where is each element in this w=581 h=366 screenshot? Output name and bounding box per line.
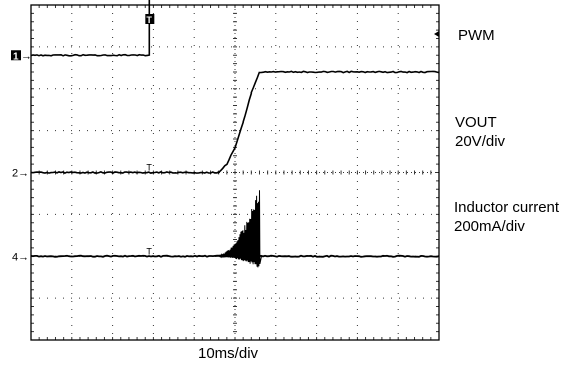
pwm-label: PWM (458, 26, 495, 45)
trigger-marker-text: T (146, 15, 152, 25)
time-per-div-label: 10ms/div (198, 344, 258, 363)
channel-1-marker-text: 1 (13, 51, 19, 62)
channel-2-marker: 2→ (12, 168, 29, 180)
channel-markers: 1 →2→4→TTT (11, 14, 439, 263)
inductor-current-label: Inductor current 200mA/div (454, 198, 559, 236)
pwm-trace (31, 0, 439, 56)
channel-4-marker: 4→ (12, 251, 29, 263)
trigger-level-arrow (434, 31, 439, 37)
trigger-tick: T (146, 246, 152, 256)
vout-label: VOUT 20V/div (455, 113, 505, 151)
inductor-current-burst (215, 190, 262, 267)
trigger-tick: T (146, 163, 152, 173)
